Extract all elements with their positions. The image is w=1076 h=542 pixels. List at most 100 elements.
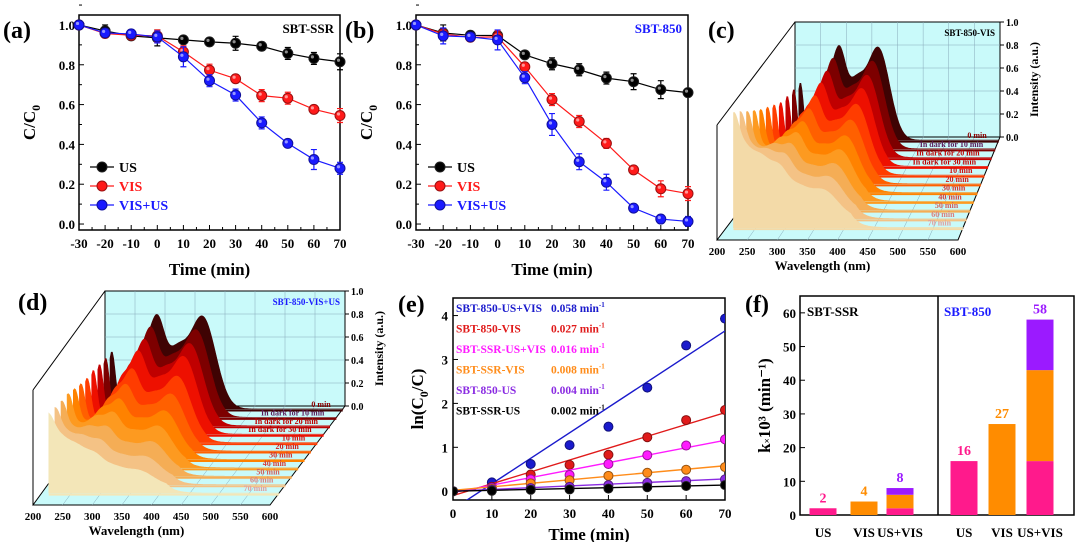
y-tick-label: 0.0	[351, 402, 364, 413]
y-tick-label: 0.6	[351, 333, 364, 344]
x-tick-label: 0	[154, 236, 161, 251]
legend-label: US	[457, 161, 475, 176]
data-point-highlight	[206, 67, 210, 71]
legend-marker	[434, 199, 446, 211]
x-tick-label: 70	[334, 236, 347, 251]
rate-exponent: -1	[599, 342, 605, 350]
y-tick-label: 0.2	[351, 379, 364, 390]
data-point-highlight	[467, 33, 471, 37]
data-point	[681, 340, 692, 351]
x-tick-label: 300	[769, 246, 786, 258]
legend-label: SBT-850-VIS	[456, 324, 521, 336]
panel-c: 0.0 0.2 0.4 0.6 0.8 1.0 Intensity (a.u.) 200 250…	[708, 18, 1041, 273]
bar-segment-VIS	[988, 424, 1016, 515]
data-point	[308, 103, 320, 115]
data-point	[655, 213, 667, 225]
y-tick-label: 1	[442, 440, 449, 455]
data-point	[600, 137, 612, 149]
data-point-highlight	[603, 140, 607, 144]
x-tick-label: 200	[709, 246, 726, 258]
y-tick-label: 0.2	[59, 177, 75, 192]
y-tick-label: 0.8	[1006, 41, 1019, 52]
x-tick-label: 600	[950, 246, 967, 258]
data-point	[603, 483, 614, 494]
fit-line	[453, 439, 725, 494]
data-point-highlight	[310, 156, 314, 160]
fit-line	[453, 411, 725, 497]
data-point	[204, 36, 215, 48]
x-tick-label: 450	[173, 511, 190, 523]
bar-segment-synergy	[886, 488, 914, 495]
curve-time-label: 10 min	[949, 166, 973, 175]
bar-segment-synergy	[1026, 319, 1054, 371]
legend-label: VIS	[119, 180, 143, 195]
y-axis-title: ln(C0/C)	[408, 369, 431, 430]
data-point-highlight	[684, 218, 689, 222]
data-point-highlight	[232, 40, 236, 44]
data-point	[453, 486, 458, 497]
rate-constant: 0.002 min-1	[551, 404, 605, 418]
data-point	[308, 52, 320, 64]
x-category-label: US	[956, 525, 973, 540]
bar-value-label: 27	[995, 407, 1009, 422]
x-tick-label: 40	[255, 236, 268, 251]
data-point	[655, 84, 667, 96]
x-tick-label: 20	[203, 236, 216, 251]
data-point-highlight	[310, 106, 314, 110]
data-point-highlight	[180, 36, 184, 40]
x-tick-label: 70	[719, 506, 732, 521]
data-point	[600, 72, 612, 84]
data-point	[603, 470, 614, 481]
data-point-highlight	[258, 119, 262, 123]
data-point	[256, 40, 268, 52]
x-tick-label: 0	[494, 236, 501, 251]
bar-segment-US	[1026, 461, 1054, 515]
data-point-highlight	[336, 165, 341, 169]
y-tick-label: 0.8	[351, 310, 364, 321]
y-tick-label: 0	[442, 484, 449, 499]
curve-time-label: In dark for 10 min	[261, 408, 325, 417]
y-tick-label: 4	[442, 309, 449, 324]
data-point-highlight	[336, 112, 341, 116]
data-point-highlight	[232, 75, 236, 79]
data-point-highlight	[154, 33, 158, 37]
x-tick-label: 550	[232, 511, 249, 523]
data-point	[73, 19, 85, 31]
x-axis-title: Wavelength (nm)	[89, 523, 185, 538]
data-point	[410, 19, 422, 31]
y-tick-label: 0.0	[1006, 133, 1019, 144]
curve-time-label: 20 min	[946, 175, 970, 184]
left-top-edge	[716, 21, 796, 126]
curve-time-label: 10 min	[282, 434, 306, 443]
data-point	[546, 94, 558, 106]
spectrum-curve	[48, 412, 280, 494]
fit-line	[465, 330, 725, 500]
curve-time-label: 50 min	[256, 467, 280, 476]
x-tick-label: 10	[485, 506, 498, 521]
x-tick-label: 20	[546, 236, 559, 251]
legend-label: SBT-SSR-VIS	[456, 365, 525, 377]
y-tick-label: 1.0	[351, 287, 364, 298]
bar-segment-US	[886, 508, 914, 515]
data-point	[573, 116, 585, 128]
data-point	[334, 56, 346, 68]
data-point	[204, 75, 215, 87]
x-tick-label: 40	[602, 506, 615, 521]
data-point-highlight	[258, 43, 262, 47]
data-point-highlight	[180, 53, 184, 57]
grid-line	[240, 405, 316, 506]
x-tick-label: 60	[680, 506, 693, 521]
x-tick-label: 350	[799, 246, 816, 258]
y-tick-label: 60	[783, 306, 796, 321]
data-point	[125, 28, 137, 40]
data-point	[681, 464, 692, 475]
grid-line	[210, 405, 286, 506]
data-point	[204, 64, 215, 76]
y-axis-title-rest: 10³ (min⁻¹)	[755, 358, 774, 438]
curve-time-label: 50 min	[935, 201, 959, 210]
data-point	[628, 202, 640, 214]
legend-marker	[434, 161, 446, 173]
data-point-highlight	[603, 75, 607, 79]
curve-time-label: 70 min	[244, 484, 268, 493]
data-point	[437, 30, 449, 42]
